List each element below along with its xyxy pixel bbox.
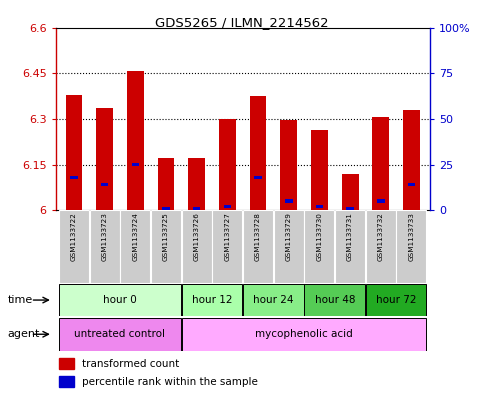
Text: GSM1133731: GSM1133731 — [347, 213, 353, 261]
Bar — [101, 183, 109, 186]
Bar — [377, 200, 384, 203]
Bar — [213, 210, 242, 283]
Text: hour 24: hour 24 — [253, 295, 294, 305]
Bar — [59, 210, 89, 283]
Text: GSM1133729: GSM1133729 — [286, 213, 292, 261]
Bar — [408, 183, 415, 186]
Bar — [59, 358, 74, 369]
Bar — [224, 205, 231, 208]
Text: GSM1133725: GSM1133725 — [163, 213, 169, 261]
Bar — [151, 210, 181, 283]
Bar — [366, 210, 396, 283]
Bar — [243, 210, 273, 283]
Text: GSM1133728: GSM1133728 — [255, 213, 261, 261]
Bar — [127, 71, 144, 210]
Bar — [182, 210, 212, 283]
Text: GSM1133723: GSM1133723 — [101, 213, 108, 261]
Bar — [182, 284, 242, 316]
Bar — [335, 210, 365, 283]
Bar — [403, 110, 420, 210]
Text: mycophenolic acid: mycophenolic acid — [255, 329, 353, 339]
Text: GSM1133730: GSM1133730 — [316, 213, 323, 261]
Bar — [157, 158, 174, 210]
Bar — [346, 207, 354, 210]
Text: GDS5265 / ILMN_2214562: GDS5265 / ILMN_2214562 — [155, 16, 328, 29]
Bar — [372, 118, 389, 210]
Text: GSM1133733: GSM1133733 — [409, 213, 414, 261]
Bar — [254, 176, 262, 179]
Bar — [315, 205, 323, 208]
Text: hour 0: hour 0 — [103, 295, 137, 305]
Bar — [280, 120, 297, 210]
Bar — [304, 210, 334, 283]
Bar — [341, 174, 358, 210]
Bar — [90, 210, 120, 283]
Text: percentile rank within the sample: percentile rank within the sample — [82, 377, 257, 387]
Text: agent: agent — [7, 329, 40, 339]
Bar — [219, 119, 236, 210]
Bar — [250, 96, 267, 210]
Bar — [243, 284, 304, 316]
Text: GSM1133726: GSM1133726 — [194, 213, 199, 261]
Bar — [59, 284, 181, 316]
Bar — [96, 108, 113, 210]
Bar — [182, 318, 426, 351]
Bar — [397, 210, 426, 283]
Text: GSM1133732: GSM1133732 — [378, 213, 384, 261]
Bar — [59, 318, 181, 351]
Text: GSM1133722: GSM1133722 — [71, 213, 77, 261]
Bar — [70, 176, 78, 179]
Text: GSM1133724: GSM1133724 — [132, 213, 138, 261]
Bar — [366, 284, 426, 316]
Bar — [66, 94, 83, 210]
Text: hour 72: hour 72 — [376, 295, 416, 305]
Text: hour 12: hour 12 — [192, 295, 232, 305]
Text: hour 48: hour 48 — [314, 295, 355, 305]
Bar — [285, 200, 293, 203]
Text: transformed count: transformed count — [82, 359, 179, 369]
Bar — [120, 210, 150, 283]
Bar — [274, 210, 304, 283]
Bar — [193, 207, 200, 210]
Bar — [304, 284, 365, 316]
Text: GSM1133727: GSM1133727 — [225, 213, 230, 261]
Bar — [162, 207, 170, 210]
Text: untreated control: untreated control — [74, 329, 166, 339]
Bar — [59, 376, 74, 387]
Bar — [188, 158, 205, 210]
Bar — [311, 130, 328, 210]
Text: time: time — [7, 295, 32, 305]
Bar — [131, 163, 139, 166]
